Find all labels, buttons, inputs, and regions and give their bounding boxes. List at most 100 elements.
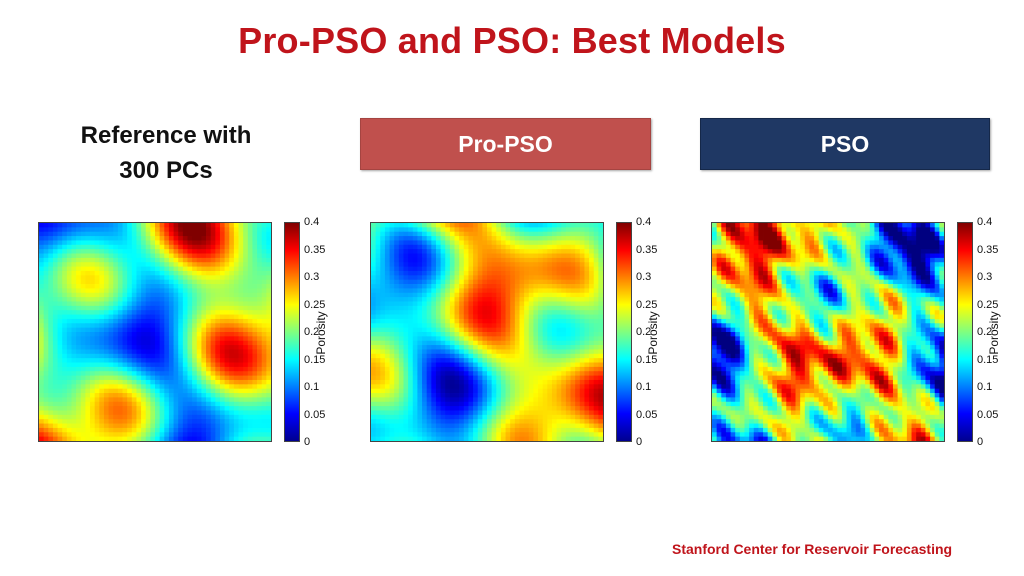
heatmap-cell	[463, 427, 469, 433]
heatmap-cell	[505, 227, 511, 233]
heatmap-cell	[477, 353, 483, 359]
heatmap-cell	[113, 227, 119, 233]
heatmap-cell	[238, 292, 244, 298]
heatmap-cell	[496, 310, 502, 315]
heatmap-cell	[454, 393, 460, 398]
heatmap-cell	[52, 262, 58, 267]
heatmap-cell	[463, 406, 469, 411]
heatmap-cell	[533, 240, 539, 246]
heatmap-cell	[589, 262, 595, 267]
heatmap-cell	[538, 397, 544, 403]
heatmap-cell	[164, 327, 170, 333]
heatmap-cell	[556, 257, 562, 263]
heatmap-cell	[39, 305, 45, 311]
heatmap-cell	[565, 231, 571, 237]
heatmap-cell	[380, 270, 386, 276]
heatmap-cell	[187, 432, 193, 438]
heatmap-cell	[505, 388, 511, 394]
heatmap-cell	[389, 310, 395, 315]
heatmap-cell	[538, 414, 544, 420]
heatmap-cell	[252, 310, 258, 315]
heatmap-cell	[173, 366, 179, 372]
heatmap-cell	[593, 323, 599, 329]
heatmap-cell	[380, 371, 386, 376]
heatmap-cell	[131, 349, 137, 355]
heatmap-cell	[94, 427, 100, 433]
heatmap-cell	[219, 240, 225, 246]
heatmap-cell	[449, 253, 455, 259]
heatmap-cell	[463, 401, 469, 407]
heatmap-cell	[224, 366, 230, 372]
heatmap-cell	[371, 419, 377, 424]
heatmap-cell	[487, 249, 493, 254]
heatmap-cell	[173, 310, 179, 315]
heatmap-cell	[412, 275, 418, 281]
heatmap-cell	[482, 366, 488, 372]
heatmap-cell	[510, 393, 516, 398]
heatmap-cell	[108, 419, 114, 424]
heatmap-cell	[422, 353, 428, 359]
heatmap-cell	[76, 336, 82, 342]
heatmap-cell	[238, 401, 244, 407]
heatmap-cell	[496, 266, 502, 272]
heatmap-cell	[449, 244, 455, 250]
heatmap-cell	[556, 397, 562, 403]
heatmap-cell	[182, 301, 188, 307]
heatmap-cell	[173, 340, 179, 346]
heatmap-cell	[122, 436, 128, 441]
heatmap-cell	[90, 332, 96, 337]
heatmap-cell	[505, 419, 511, 424]
heatmap-cell	[551, 270, 557, 276]
heatmap-cell	[496, 284, 502, 289]
heatmap-cell	[431, 432, 437, 438]
heatmap-cell	[398, 393, 404, 398]
heatmap-cell	[247, 419, 253, 424]
heatmap-cell	[173, 318, 179, 324]
heatmap-cell	[505, 266, 511, 272]
heatmap-cell	[243, 371, 249, 376]
heatmap-cell	[261, 336, 267, 342]
heatmap-cell	[103, 332, 109, 337]
heatmap-cell	[570, 288, 576, 294]
heatmap-cell	[426, 288, 432, 294]
heatmap-cell	[150, 231, 156, 237]
reference-porosity-map	[38, 222, 272, 442]
heatmap-cell	[136, 419, 142, 424]
heatmap-cell	[468, 393, 474, 398]
heatmap-cell	[375, 410, 381, 416]
heatmap-cell	[66, 231, 72, 237]
heatmap-cell	[403, 414, 409, 420]
heatmap-cell	[215, 310, 221, 315]
heatmap-cell	[556, 366, 562, 372]
heatmap-cell	[547, 423, 553, 429]
heatmap-cell	[187, 362, 193, 368]
heatmap-cell	[435, 257, 441, 263]
heatmap-cell	[168, 314, 174, 320]
heatmap-cell	[182, 366, 188, 372]
heatmap-cell	[510, 310, 516, 315]
heatmap-cell	[196, 292, 202, 298]
heatmap-cell	[141, 393, 147, 398]
heatmap-cell	[94, 275, 100, 281]
heatmap-cell	[94, 288, 100, 294]
heatmap-cell	[48, 275, 54, 281]
heatmap-cell	[579, 358, 585, 363]
heatmap-cell	[510, 323, 516, 329]
heatmap-cell	[117, 257, 123, 263]
heatmap-cell	[66, 353, 72, 359]
heatmap-cell	[201, 349, 207, 355]
heatmap-cell	[57, 436, 63, 441]
heatmap-cell	[477, 240, 483, 246]
heatmap-cell	[449, 279, 455, 285]
heatmap-cell	[496, 297, 502, 302]
heatmap-cell	[375, 323, 381, 329]
heatmap-cell	[43, 301, 49, 307]
heatmap-cell	[556, 393, 562, 398]
heatmap-cell	[76, 393, 82, 398]
heatmap-cell	[99, 323, 105, 329]
heatmap-cell	[131, 275, 137, 281]
heatmap-cell	[182, 266, 188, 272]
heatmap-cell	[196, 379, 202, 385]
heatmap-cell	[215, 231, 221, 237]
heatmap-cell	[384, 262, 390, 267]
